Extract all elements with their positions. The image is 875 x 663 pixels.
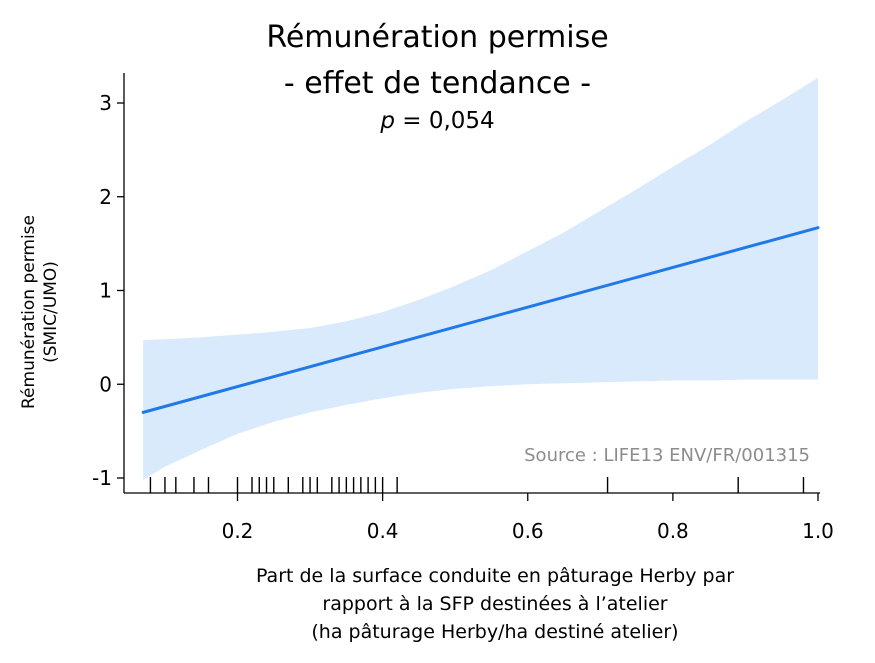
y-tick-label: 3 <box>99 91 112 115</box>
p-value-annotation: p = 0,054 <box>0 108 875 134</box>
trend-line <box>141 226 820 414</box>
y-tick-label: 0 <box>99 372 112 396</box>
x-axis-label-line2: rapport à la SFP destinées à l’atelier <box>322 593 668 615</box>
p-symbol: p <box>380 108 395 134</box>
x-tick-label: 0.4 <box>367 519 399 543</box>
x-tick-label: 1.0 <box>802 519 834 543</box>
y-tick-label: 1 <box>99 279 112 303</box>
x-axis-label-line3: (ha pâturage Herby/ha destiné atelier) <box>311 621 679 643</box>
confidence-band <box>143 77 818 480</box>
trend-line-layer <box>141 226 820 414</box>
x-tick-label: 0.2 <box>222 519 254 543</box>
x-tick-label: 0.8 <box>657 519 689 543</box>
confidence-band-layer <box>143 77 818 480</box>
y-axis-label-line1: Rémunération permise <box>19 215 39 409</box>
chart-subtitle: - effet de tendance - <box>283 66 592 101</box>
y-tick-label: -1 <box>92 466 112 490</box>
x-tick-label: 0.6 <box>512 519 544 543</box>
source-note: Source : LIFE13 ENV/FR/001315 <box>524 445 810 466</box>
p-value: = 0,054 <box>394 108 495 134</box>
y-axis-label-line2: (SMIC/UMO) <box>41 261 61 363</box>
chart-title: Rémunération permise <box>266 20 609 55</box>
x-axis-label-line1: Part de la surface conduite en pâturage … <box>255 565 735 587</box>
y-tick-label: 2 <box>99 185 112 209</box>
rug-layer <box>149 477 805 493</box>
y-axis-label: Rémunération permise (SMIC/UMO) <box>18 215 62 409</box>
axes-layer: -1 0 1 2 3 0.2 0.4 0.6 0.8 1.0 <box>92 73 834 543</box>
